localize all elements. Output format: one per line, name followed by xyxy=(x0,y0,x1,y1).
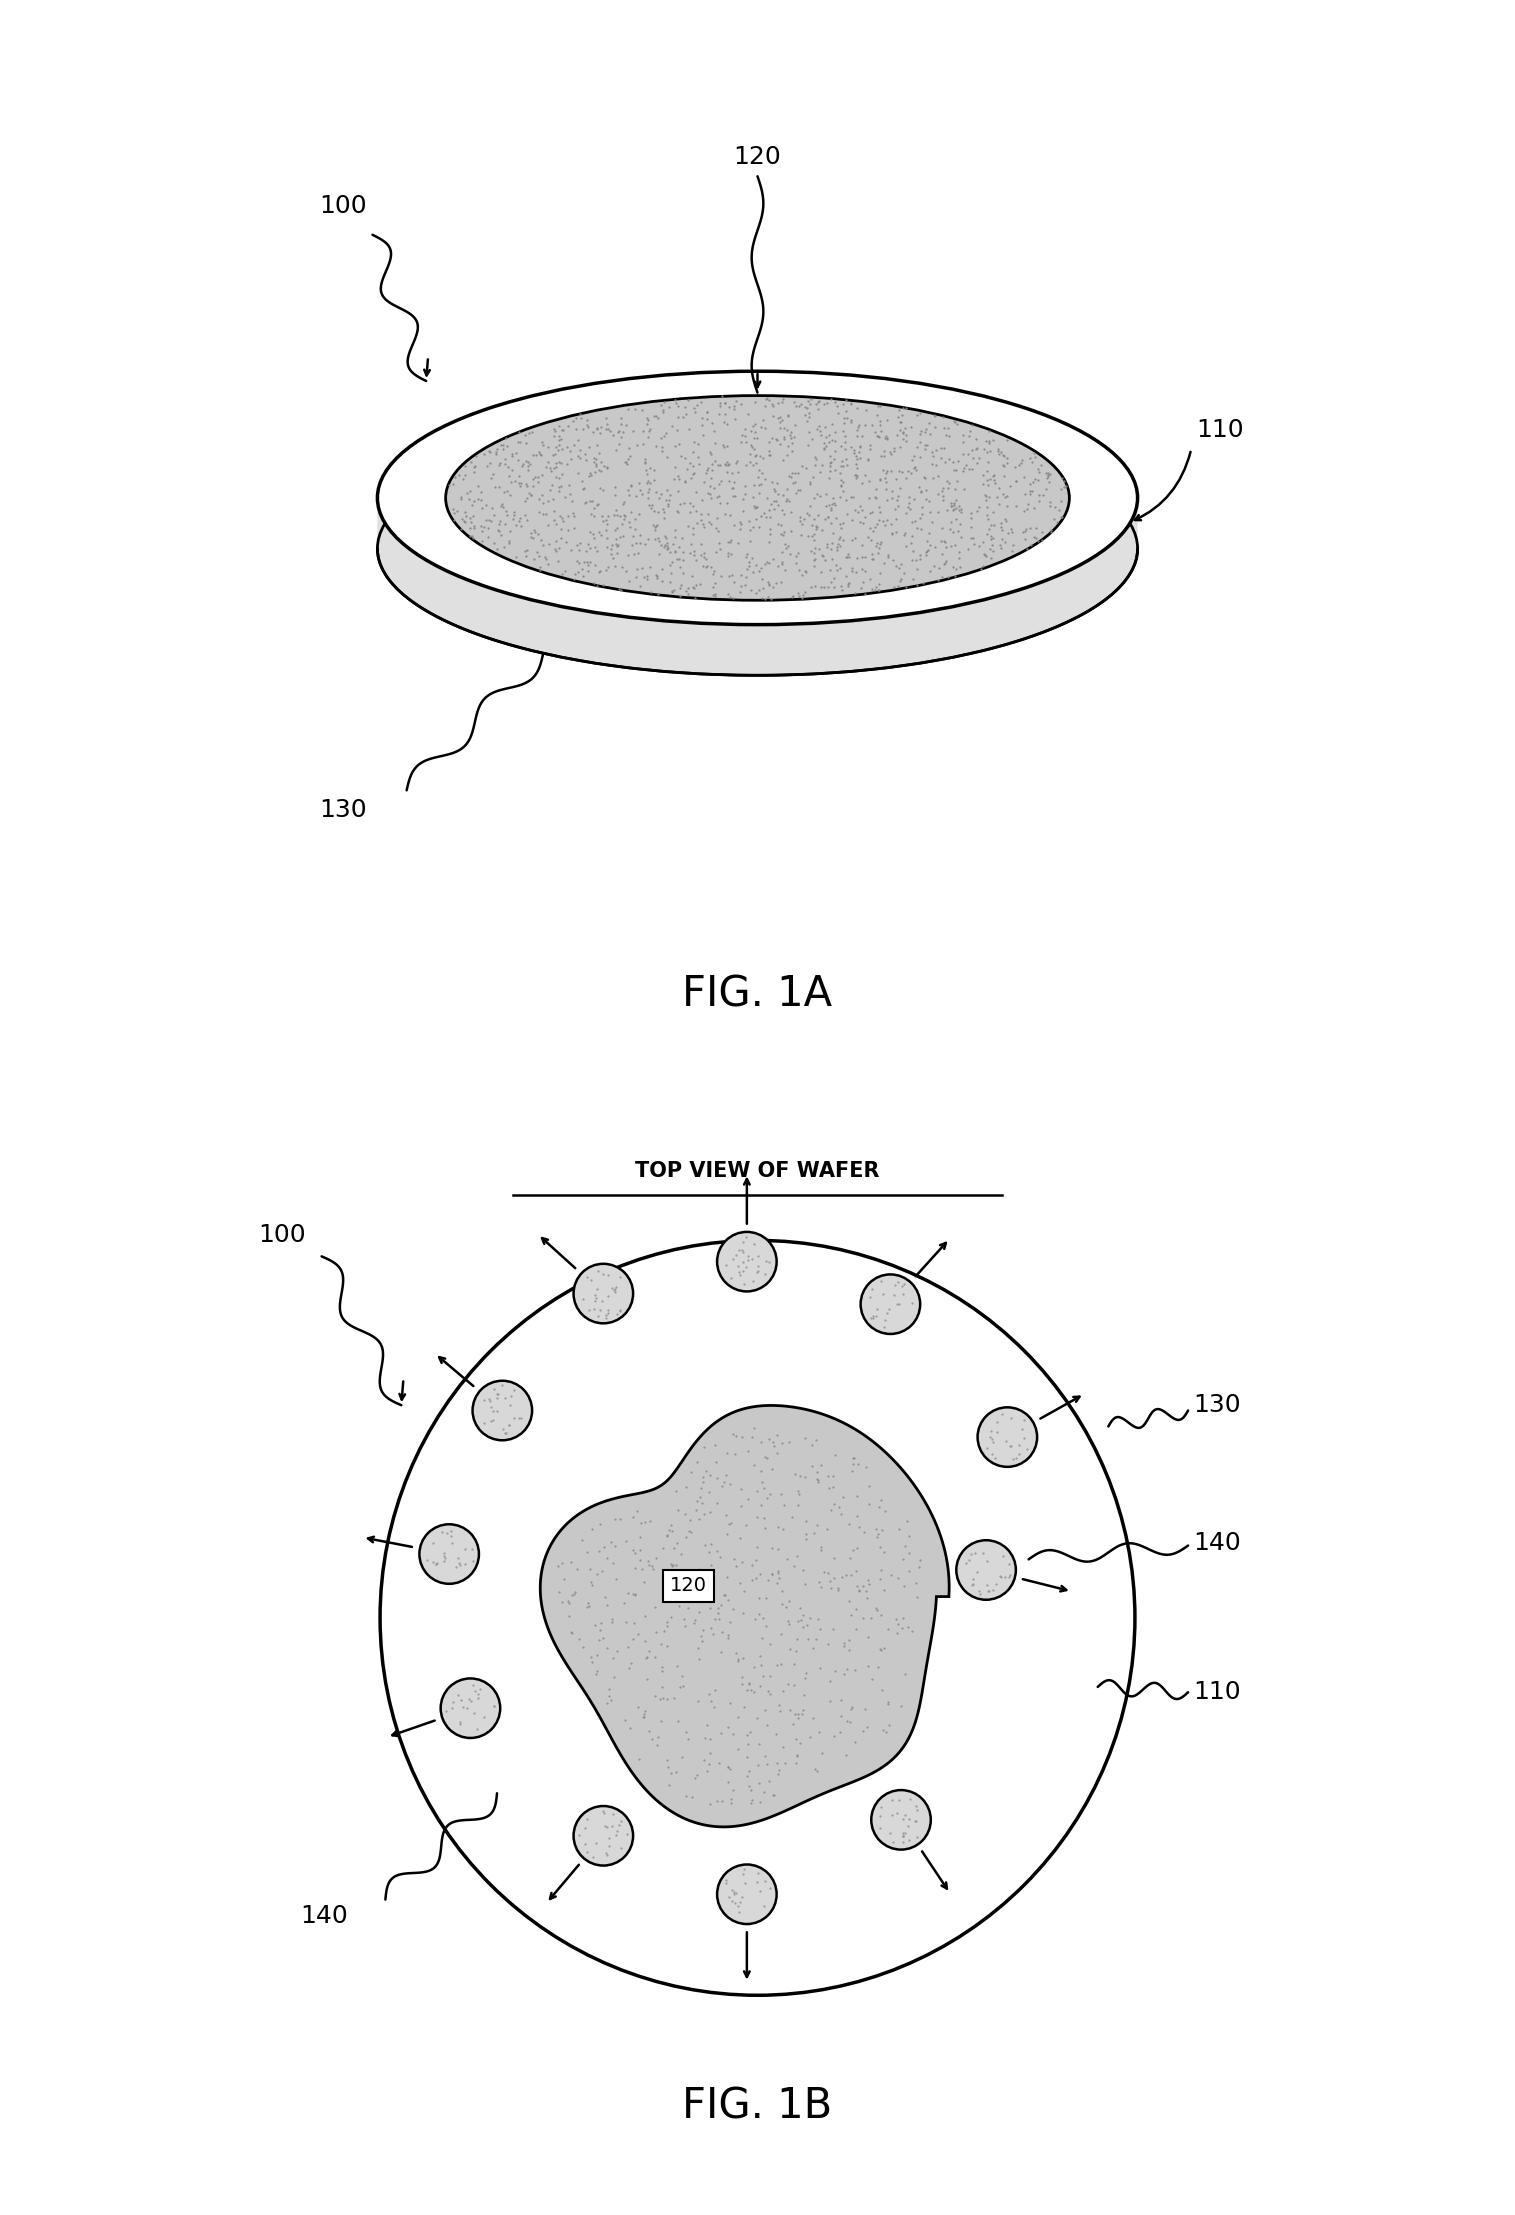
Text: 120: 120 xyxy=(670,1577,708,1595)
Circle shape xyxy=(574,1805,633,1865)
Text: 140: 140 xyxy=(1194,1531,1241,1555)
Circle shape xyxy=(956,1539,1017,1599)
Circle shape xyxy=(977,1407,1038,1466)
Circle shape xyxy=(871,1790,930,1850)
Text: 100: 100 xyxy=(320,193,367,217)
Circle shape xyxy=(717,1232,777,1291)
Text: FIG. 1A: FIG. 1A xyxy=(682,975,833,1017)
Text: TOP VIEW OF WAFER: TOP VIEW OF WAFER xyxy=(635,1161,880,1181)
Polygon shape xyxy=(541,1407,950,1827)
Ellipse shape xyxy=(445,396,1070,600)
Circle shape xyxy=(380,1240,1135,1996)
Text: 110: 110 xyxy=(1194,1681,1241,1703)
Text: 130: 130 xyxy=(320,797,367,822)
Text: 120: 120 xyxy=(733,144,782,168)
Text: 110: 110 xyxy=(1195,419,1244,441)
Circle shape xyxy=(861,1274,920,1333)
Circle shape xyxy=(473,1380,532,1440)
Circle shape xyxy=(420,1524,479,1584)
Text: FIG. 1B: FIG. 1B xyxy=(682,2087,833,2129)
Circle shape xyxy=(441,1679,500,1739)
Circle shape xyxy=(717,1865,777,1925)
Ellipse shape xyxy=(377,372,1138,625)
Text: 130: 130 xyxy=(1194,1393,1241,1418)
Text: 100: 100 xyxy=(258,1223,306,1247)
Circle shape xyxy=(574,1265,633,1322)
Polygon shape xyxy=(377,498,1138,676)
Text: 140: 140 xyxy=(300,1903,348,1927)
